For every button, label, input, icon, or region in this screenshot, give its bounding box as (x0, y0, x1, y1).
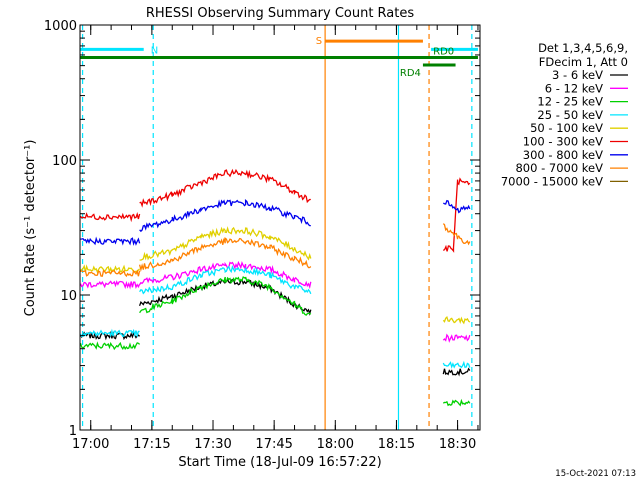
status-label-n: N (151, 45, 158, 56)
legend-label-4: 50 - 100 keV (530, 121, 603, 135)
x-tick-label-4: 18:00 (317, 437, 354, 452)
series-line-7-0 (80, 269, 141, 278)
y-tick-label-1: 10 (60, 289, 77, 304)
series-line-2-2 (442, 398, 471, 407)
legend-header-1: FDecim 1, Att 0 (539, 55, 628, 69)
legend-label-6: 300 - 800 keV (523, 148, 603, 162)
series-line-3-1 (139, 265, 312, 295)
legend-label-7: 800 - 7000 keV (515, 161, 603, 175)
series-line-6-1 (139, 199, 311, 233)
x-tick-label-0: 17:00 (72, 437, 109, 452)
status-label-rd4: RD4 (400, 68, 421, 79)
series-line-6-0 (80, 236, 141, 246)
footer-stamp: 15-Oct-2021 07:13 (555, 469, 636, 479)
legend-label-3: 25 - 50 keV (537, 108, 603, 122)
chart-title: RHESSI Observing Summary Count Rates (146, 6, 415, 21)
legend-label-2: 12 - 25 keV (537, 95, 603, 109)
y-axis-label: Count Rate (s⁻¹ detector⁻¹) (23, 140, 38, 317)
status-label-s: S (316, 36, 322, 47)
legend-label-0: 3 - 6 keV (552, 68, 603, 82)
x-tick-label-1: 17:15 (133, 437, 170, 452)
series-line-4-0 (80, 264, 141, 274)
series-line-4-1 (139, 226, 312, 261)
series-line-7-2 (442, 223, 471, 246)
series-line-5-1 (139, 168, 311, 208)
series-line-6-2 (443, 199, 471, 214)
series-line-5-0 (79, 212, 141, 223)
x-tick-label-2: 17:30 (194, 437, 231, 452)
axes: 1 10 100 1000 17:00 17:15 17:30 17:45 18:00 18:15… (44, 19, 481, 452)
y-tick-label-3: 1000 (44, 19, 77, 34)
plot-area: N S RD0 RD4 (79, 25, 478, 430)
series-line-1-0 (79, 280, 141, 290)
legend-label-5: 100 - 300 keV (523, 135, 603, 149)
series-line-1-1 (139, 260, 312, 289)
series-line-2-1 (139, 276, 312, 316)
series-line-3-2 (442, 360, 471, 369)
series-line-3-0 (79, 328, 140, 339)
series-line-0-2 (442, 367, 471, 377)
series-line-4-2 (442, 316, 471, 325)
plot-frame (79, 24, 481, 431)
x-axis-label: Start Time (18-Jul-09 16:57:22) (178, 455, 381, 470)
y-tick-label-2: 100 (52, 154, 77, 169)
y-tick-label-0: 1 (69, 424, 77, 439)
legend: Det 1,3,4,5,6,9,FDecim 1, Att 03 - 6 keV… (501, 41, 628, 188)
series-line-0-1 (138, 278, 312, 316)
series-line-1-2 (442, 333, 471, 343)
x-tick-label-5: 18:15 (378, 437, 415, 452)
series-line-7-1 (138, 237, 312, 273)
series-line-2-0 (79, 341, 141, 351)
status-label-rd0: RD0 (433, 46, 454, 57)
legend-label-8: 7000 - 15000 keV (501, 174, 603, 188)
x-tick-label-3: 17:45 (255, 437, 292, 452)
series-line-5-2 (442, 177, 471, 253)
legend-label-1: 6 - 12 keV (545, 81, 603, 95)
legend-header-0: Det 1,3,4,5,6,9, (538, 41, 628, 55)
x-tick-label-6: 18:30 (439, 437, 476, 452)
